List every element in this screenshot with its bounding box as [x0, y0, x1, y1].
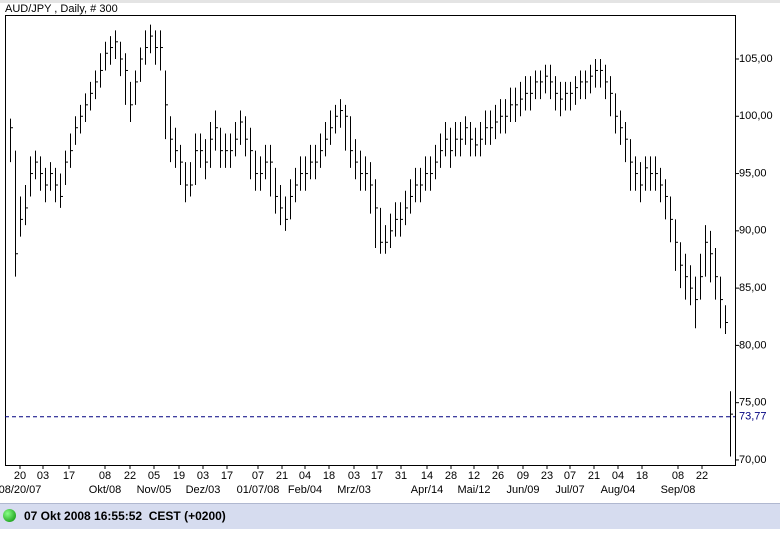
x-tick-label: 05	[148, 470, 160, 482]
y-tick-label: 85,00	[739, 282, 767, 294]
x-tick-label: 08	[99, 470, 111, 482]
x-tick-label: 17	[371, 470, 383, 482]
x-month-label: Mai/12	[457, 484, 490, 496]
x-tick-label: 07	[252, 470, 264, 482]
status-text: 07 Okt 2008 16:55:52 CEST (+0200)	[24, 509, 226, 523]
x-month-label: Feb/04	[288, 484, 322, 496]
current-price-label: 73,77	[739, 411, 767, 423]
x-tick-label: 31	[395, 470, 407, 482]
y-tick-label: 95,00	[739, 167, 767, 179]
x-tick-label: 12	[468, 470, 480, 482]
plot-area	[5, 15, 736, 466]
x-tick-label: 03	[197, 470, 209, 482]
x-month-label: Okt/08	[89, 484, 121, 496]
x-month-label: Nov/05	[137, 484, 172, 496]
x-month-label: Sep/08	[661, 484, 696, 496]
y-tick-label: 105,00	[739, 53, 773, 65]
x-month-label: Dez/03	[186, 484, 221, 496]
x-tick-label: 21	[276, 470, 288, 482]
status-bar: 07 Okt 2008 16:55:52 CEST (+0200)	[0, 503, 780, 529]
x-tick-label: 23	[541, 470, 553, 482]
x-month-label: Jun/09	[506, 484, 539, 496]
y-tick-label: 75,00	[739, 397, 767, 409]
x-tick-label: 22	[696, 470, 708, 482]
x-tick-label: 26	[492, 470, 504, 482]
x-tick-label: 17	[221, 470, 233, 482]
x-tick-label: 17	[63, 470, 75, 482]
x-month-label: Apr/14	[411, 484, 443, 496]
chart: AUD/JPY , Daily, # 300 70,00 75,00 80,00 85…	[0, 0, 780, 496]
x-tick-label: 03	[37, 470, 49, 482]
x-tick-label: 18	[636, 470, 648, 482]
y-tick-label: 90,00	[739, 225, 767, 237]
x-tick-label: 19	[173, 470, 185, 482]
status-icon	[3, 509, 16, 522]
top-strip	[0, 0, 780, 3]
x-month-label: Jul/07	[555, 484, 584, 496]
x-tick-label: 18	[323, 470, 335, 482]
y-tick-label: 100,00	[739, 110, 773, 122]
x-tick-label: 21	[588, 470, 600, 482]
x-month-label: 01/07/08	[237, 484, 280, 496]
x-tick-label: 22	[124, 470, 136, 482]
x-tick-label: 08	[672, 470, 684, 482]
x-tick-label: 07	[564, 470, 576, 482]
y-tick-label: 80,00	[739, 339, 767, 351]
x-month-label: Mrz/03	[337, 484, 371, 496]
x-month-label: 08/20/07	[0, 484, 41, 496]
x-tick-label: 28	[445, 470, 457, 482]
x-tick-label: 14	[421, 470, 433, 482]
x-tick-label: 04	[612, 470, 624, 482]
x-tick-label: 03	[348, 470, 360, 482]
chart-title: AUD/JPY , Daily, # 300	[5, 3, 118, 15]
x-tick-label: 09	[517, 470, 529, 482]
x-tick-label: 20	[14, 470, 26, 482]
x-tick-label: 04	[299, 470, 311, 482]
y-tick-label: 70,00	[739, 454, 767, 466]
x-month-label: Aug/04	[601, 484, 636, 496]
